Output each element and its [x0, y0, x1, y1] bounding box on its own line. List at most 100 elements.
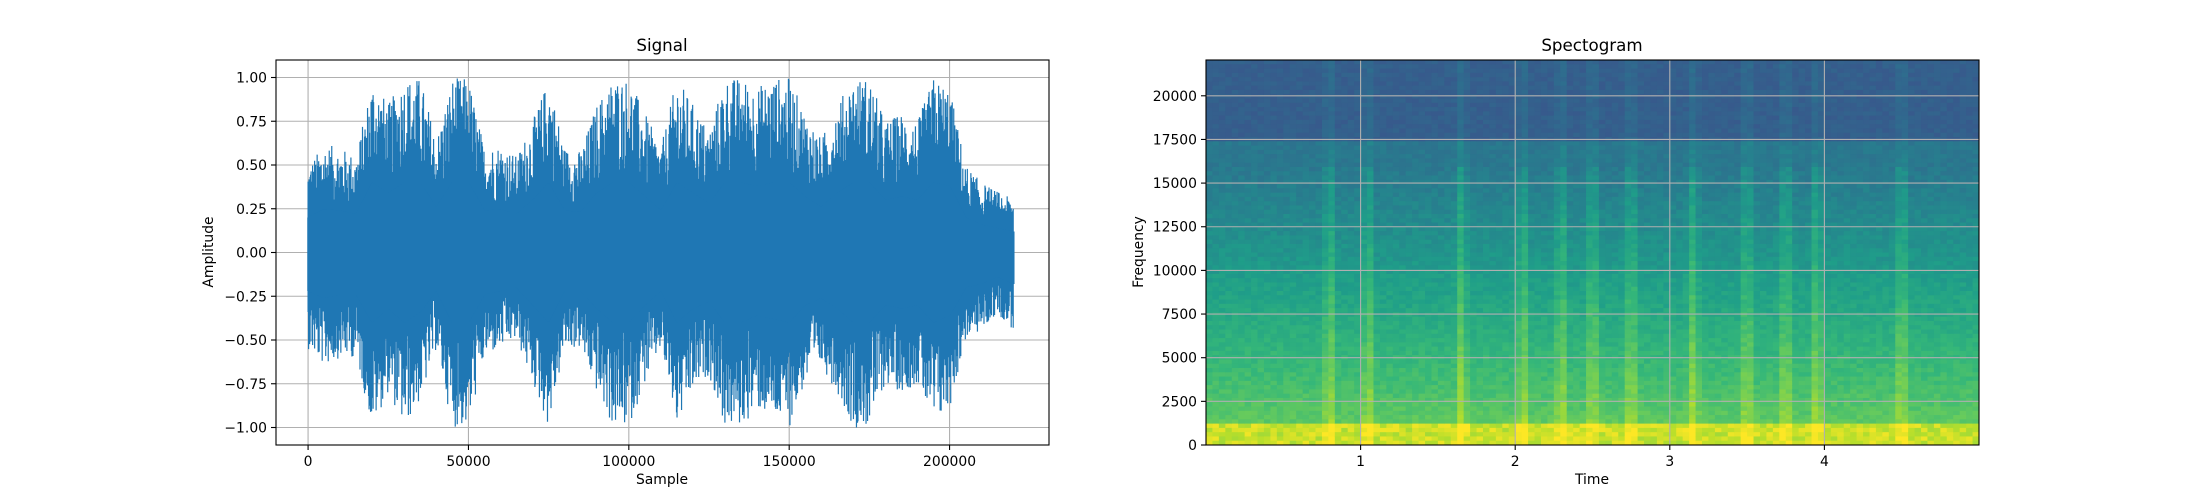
spectrogram-cell [1315, 359, 1323, 365]
spectrogram-cell [1263, 201, 1272, 207]
spectrogram-cell [1405, 329, 1413, 335]
spectrogram-cell [1328, 184, 1336, 189]
spectrogram-cell [1289, 312, 1297, 318]
spectrogram-cell [1444, 346, 1452, 352]
spectrogram-cell [1231, 299, 1239, 305]
spectrogram-cell [1218, 316, 1226, 322]
spectrogram-cell [1534, 406, 1542, 412]
spectrogram-cell [1450, 312, 1458, 318]
spectrogram-cell [1341, 154, 1349, 159]
spectrogram-cell [1431, 333, 1439, 339]
spectrogram-cell [1495, 141, 1503, 147]
spectrogram-cell [1476, 303, 1484, 309]
spectrogram-cell [1354, 68, 1362, 74]
spectrogram-cell [1231, 81, 1239, 87]
spectrogram-cell [1431, 85, 1439, 91]
spectrogram-cell [1534, 261, 1542, 266]
spectrogram-cell [1463, 261, 1471, 266]
spectrogram-cell [1547, 231, 1555, 236]
spectrogram-cell [1405, 188, 1413, 194]
spectrogram-cell [1225, 239, 1233, 245]
spectrogram-cell [1489, 154, 1497, 159]
spectrogram-cell [1528, 282, 1536, 288]
spectrogram-cell [1231, 184, 1239, 189]
spectrogram-cell [1334, 166, 1342, 172]
spectrogram-cell [1373, 107, 1381, 112]
spectrogram-cell [1534, 342, 1542, 348]
spectrogram-cell [1418, 132, 1426, 138]
spectrogram-cell [1238, 184, 1246, 189]
spectrogram-cell [1425, 415, 1433, 420]
spectrogram-cell [1231, 154, 1239, 159]
spectrogram-cell [1289, 94, 1297, 100]
spectrogram-cell [1341, 158, 1349, 164]
spectrogram-cell [1334, 393, 1342, 399]
spectrogram-cell [1431, 64, 1439, 70]
spectrogram-cell [1412, 209, 1420, 215]
spectrogram-cell [1547, 427, 1555, 433]
spectrogram-cell [1270, 410, 1278, 416]
spectrogram-cell [1328, 261, 1336, 266]
spectrogram-cell [1263, 269, 1272, 275]
spectrogram-cell [1482, 171, 1491, 177]
spectrogram-cell [1289, 162, 1297, 168]
spectrogram-cell [1276, 256, 1284, 262]
spectrogram-cell [1347, 363, 1355, 369]
spectrogram-cell [1360, 171, 1368, 177]
spectrogram-cell [1225, 385, 1233, 390]
spectrogram-cell [1444, 124, 1452, 130]
spectrogram-cell [1244, 363, 1252, 369]
spectrogram-cell [1418, 359, 1426, 365]
spectrogram-cell [1495, 256, 1503, 262]
spectrogram-cell [1437, 102, 1445, 108]
spectrogram-cell [1212, 85, 1220, 91]
spectrogram-cell [1283, 60, 1291, 65]
spectrogram-cell [1218, 171, 1226, 177]
spectrogram-cell [1489, 188, 1497, 194]
spectrogram-cell [1225, 316, 1233, 322]
spectrogram-cell [1206, 286, 1214, 292]
spectrogram-cell [1444, 406, 1452, 412]
spectrogram-cell [1379, 299, 1387, 305]
spectrogram-cell [1405, 243, 1413, 249]
spectrogram-cell [1373, 248, 1381, 254]
spectrogram-cell [1495, 205, 1503, 211]
spectrogram-cell [1470, 72, 1478, 78]
spectrogram-cell [1418, 72, 1426, 78]
spectrogram-cell [1367, 188, 1375, 194]
spectrogram-cell [1392, 372, 1400, 378]
spectrogram-cell [1540, 440, 1549, 445]
spectrogram-cell [1405, 325, 1413, 331]
spectrogram-cell [1206, 432, 1214, 438]
spectrogram-cell [1528, 231, 1536, 236]
spectrogram-cell [1270, 393, 1278, 399]
spectrogram-cell [1502, 316, 1510, 322]
spectrogram-cell [1470, 89, 1478, 95]
spectrogram-cell [1528, 440, 1536, 445]
spectrogram-cell [1489, 363, 1497, 369]
spectrogram-cell [1534, 350, 1542, 356]
spectrogram-cell [1399, 436, 1407, 442]
spectrogram-cell [1515, 89, 1523, 95]
spectrogram-cell [1225, 333, 1233, 339]
spectrogram-cell [1508, 397, 1516, 403]
spectrogram-cell [1553, 171, 1561, 177]
spectrogram-cell [1528, 372, 1536, 378]
spectrogram-cell [1341, 231, 1349, 236]
spectrogram-cell [1270, 419, 1278, 425]
spectrogram-cell [1495, 303, 1503, 309]
spectrogram-cell [1244, 175, 1252, 181]
spectrogram-cell [1508, 333, 1516, 339]
spectrogram-cell [1502, 107, 1510, 112]
spectrogram-cell [1321, 320, 1329, 326]
spectrogram-cell [1437, 427, 1445, 433]
spectrogram-cell [1470, 380, 1478, 386]
spectrogram-cell [1296, 338, 1304, 343]
spectrogram-cell [1437, 265, 1445, 271]
spectrogram-cell [1476, 273, 1484, 279]
spectrogram-cell [1373, 308, 1381, 313]
spectrogram-cell [1289, 269, 1297, 275]
spectrogram-cell [1296, 372, 1304, 378]
spectrogram-cell [1289, 158, 1297, 164]
spectrogram-cell [1354, 316, 1362, 322]
